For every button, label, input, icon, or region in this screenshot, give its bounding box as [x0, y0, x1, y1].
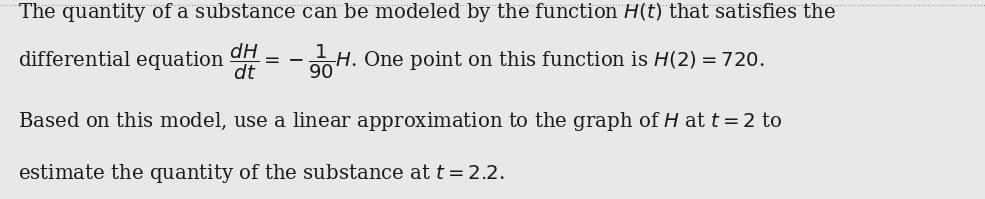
Text: differential equation $\dfrac{dH}{dt} = -\dfrac{1}{90}H$. One point on this func: differential equation $\dfrac{dH}{dt} = … — [18, 41, 764, 82]
Text: Based on this model, use a linear approximation to the graph of $H$ at $t = 2$ t: Based on this model, use a linear approx… — [18, 110, 782, 133]
Text: estimate the quantity of the substance at $t = 2.2$.: estimate the quantity of the substance a… — [18, 162, 504, 185]
Text: The quantity of a substance can be modeled by the function $H(t)$ that satisfies: The quantity of a substance can be model… — [18, 1, 836, 24]
